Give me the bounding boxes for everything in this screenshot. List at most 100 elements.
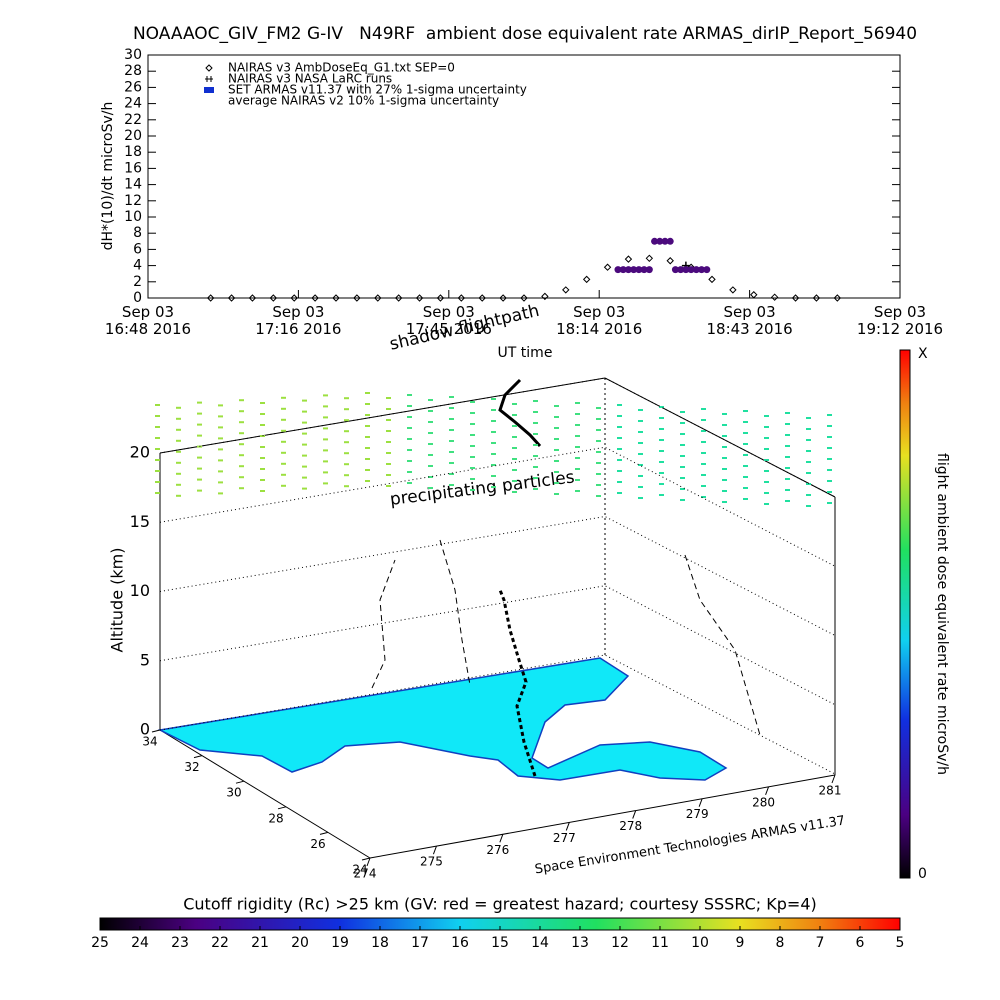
y-tick-label: 18 bbox=[124, 144, 142, 160]
lon-tick bbox=[632, 810, 637, 819]
z-axis-label: Altitude (km) bbox=[108, 548, 127, 653]
data-point bbox=[269, 294, 278, 302]
data-point bbox=[656, 237, 664, 245]
lat-tick bbox=[235, 780, 245, 784]
lon-tick bbox=[698, 798, 703, 807]
data-point bbox=[248, 294, 257, 302]
credit: Space Environment Technologies ARMAS v11… bbox=[534, 813, 846, 877]
box-edge bbox=[159, 377, 606, 454]
data-point bbox=[457, 294, 466, 302]
lon-tick-label: 281 bbox=[819, 784, 842, 798]
lon-tick-label: 274 bbox=[354, 867, 377, 881]
colorbar-tick-label: 8 bbox=[776, 935, 785, 951]
colorbar-tick-label: 19 bbox=[331, 935, 349, 951]
legend-marker bbox=[205, 76, 213, 82]
colorbar-tick-label: 23 bbox=[171, 935, 189, 951]
data-point bbox=[332, 294, 340, 302]
legend-label: average NAIRAS v2 10% 1-sigma uncertaint… bbox=[228, 94, 499, 108]
colorbar-tick-label: 6 bbox=[856, 935, 865, 951]
colorbar-tick-label: 11 bbox=[651, 935, 669, 951]
data-point bbox=[698, 266, 706, 274]
data-point bbox=[661, 237, 669, 245]
x-axis-label: UT time bbox=[498, 345, 553, 361]
data-point bbox=[614, 266, 622, 274]
colorbar-tick-label: 13 bbox=[571, 935, 589, 951]
y-tick-label: 10 bbox=[124, 209, 142, 225]
data-point bbox=[394, 294, 403, 302]
lat-tick bbox=[151, 729, 161, 733]
x-tick-label: Sep 03 19:12 2016 bbox=[856, 303, 944, 338]
legend-label: NAIRAS v3 NASA LaRC runs bbox=[228, 72, 392, 86]
right-colorbar bbox=[899, 349, 911, 879]
colorbar-tick-label: 21 bbox=[251, 935, 269, 951]
data-point bbox=[682, 266, 690, 274]
data-point bbox=[374, 294, 382, 302]
z-tick-label: 10 bbox=[130, 581, 150, 600]
data-point bbox=[478, 294, 486, 302]
data-point bbox=[562, 286, 570, 294]
data-point bbox=[311, 294, 319, 302]
box-edge bbox=[159, 729, 371, 859]
lat-tick bbox=[361, 857, 371, 861]
colorbar-tick-label: 12 bbox=[611, 935, 629, 951]
data-point bbox=[750, 291, 758, 299]
data-point bbox=[541, 292, 549, 301]
data-point bbox=[206, 294, 215, 302]
colorbar-tick-label: 24 bbox=[131, 935, 149, 951]
colorbar-tick-label: 14 bbox=[531, 935, 549, 951]
data-point bbox=[290, 294, 298, 302]
y-tick-label: 30 bbox=[124, 47, 142, 63]
y-tick-label: 14 bbox=[124, 177, 142, 193]
z-tick-label: 0 bbox=[140, 720, 150, 739]
data-point bbox=[692, 266, 700, 274]
lon-tick-label: 278 bbox=[619, 819, 642, 833]
annotation: precipitating particles bbox=[389, 467, 576, 510]
y-tick-label: 20 bbox=[124, 128, 142, 144]
legend-marker bbox=[205, 64, 213, 72]
shadow-flight-path bbox=[498, 378, 542, 448]
colorbar-title: Cutoff rigidity (Rc) >25 km (GV: red = g… bbox=[183, 895, 817, 914]
colorbar-tick-label: 20 bbox=[291, 935, 309, 951]
data-point bbox=[812, 294, 821, 302]
lon-tick-label: 275 bbox=[420, 855, 443, 869]
data-point bbox=[436, 294, 445, 302]
lon-tick-label: 277 bbox=[553, 831, 576, 845]
lon-tick bbox=[499, 834, 504, 843]
y-tick-label: 26 bbox=[124, 79, 142, 95]
lat-tick-label: 32 bbox=[184, 760, 199, 774]
colorbar-tick-label: 7 bbox=[816, 935, 825, 951]
data-point bbox=[624, 266, 632, 274]
colorbar-tick-label: 16 bbox=[451, 935, 469, 951]
colorbar-tick-label: 18 bbox=[371, 935, 389, 951]
data-point bbox=[687, 266, 695, 274]
data-point bbox=[677, 266, 685, 274]
colorbar-tick-label: 15 bbox=[491, 935, 509, 951]
data-point bbox=[499, 294, 507, 302]
x-tick-label: Sep 03 18:14 2016 bbox=[556, 303, 643, 338]
y-tick-label: 8 bbox=[133, 225, 142, 241]
lat-tick-label: 26 bbox=[310, 837, 325, 851]
y-tick-label: 12 bbox=[124, 193, 142, 209]
grid-line bbox=[159, 446, 836, 567]
lon-tick-label: 276 bbox=[486, 843, 509, 857]
data-point bbox=[415, 294, 424, 302]
lon-tick bbox=[831, 774, 836, 784]
lat-tick bbox=[277, 806, 287, 810]
z-tick-label: 5 bbox=[140, 650, 150, 669]
data-point bbox=[630, 266, 638, 274]
y-axis-label: dH*(10)/dt microSv/h bbox=[100, 102, 116, 251]
chart-title: NOAAAOC_GIV_FM2 G-IV N49RF ambient dose … bbox=[133, 24, 917, 44]
x-tick-label: Sep 03 18:43 2016 bbox=[706, 303, 793, 338]
colorbar-tick-label: 5 bbox=[896, 935, 905, 951]
data-point bbox=[582, 275, 591, 284]
box-3d bbox=[159, 377, 836, 859]
lon-tick bbox=[432, 845, 437, 855]
z-tick-label: 20 bbox=[130, 443, 150, 462]
data-point bbox=[671, 266, 679, 274]
y-tick-label: 22 bbox=[124, 112, 142, 128]
x-tick-label: Sep 03 16:48 2016 bbox=[104, 303, 192, 338]
data-point bbox=[353, 294, 361, 302]
lat-tick-label: 24 bbox=[352, 863, 367, 877]
legend-marker bbox=[204, 87, 214, 93]
